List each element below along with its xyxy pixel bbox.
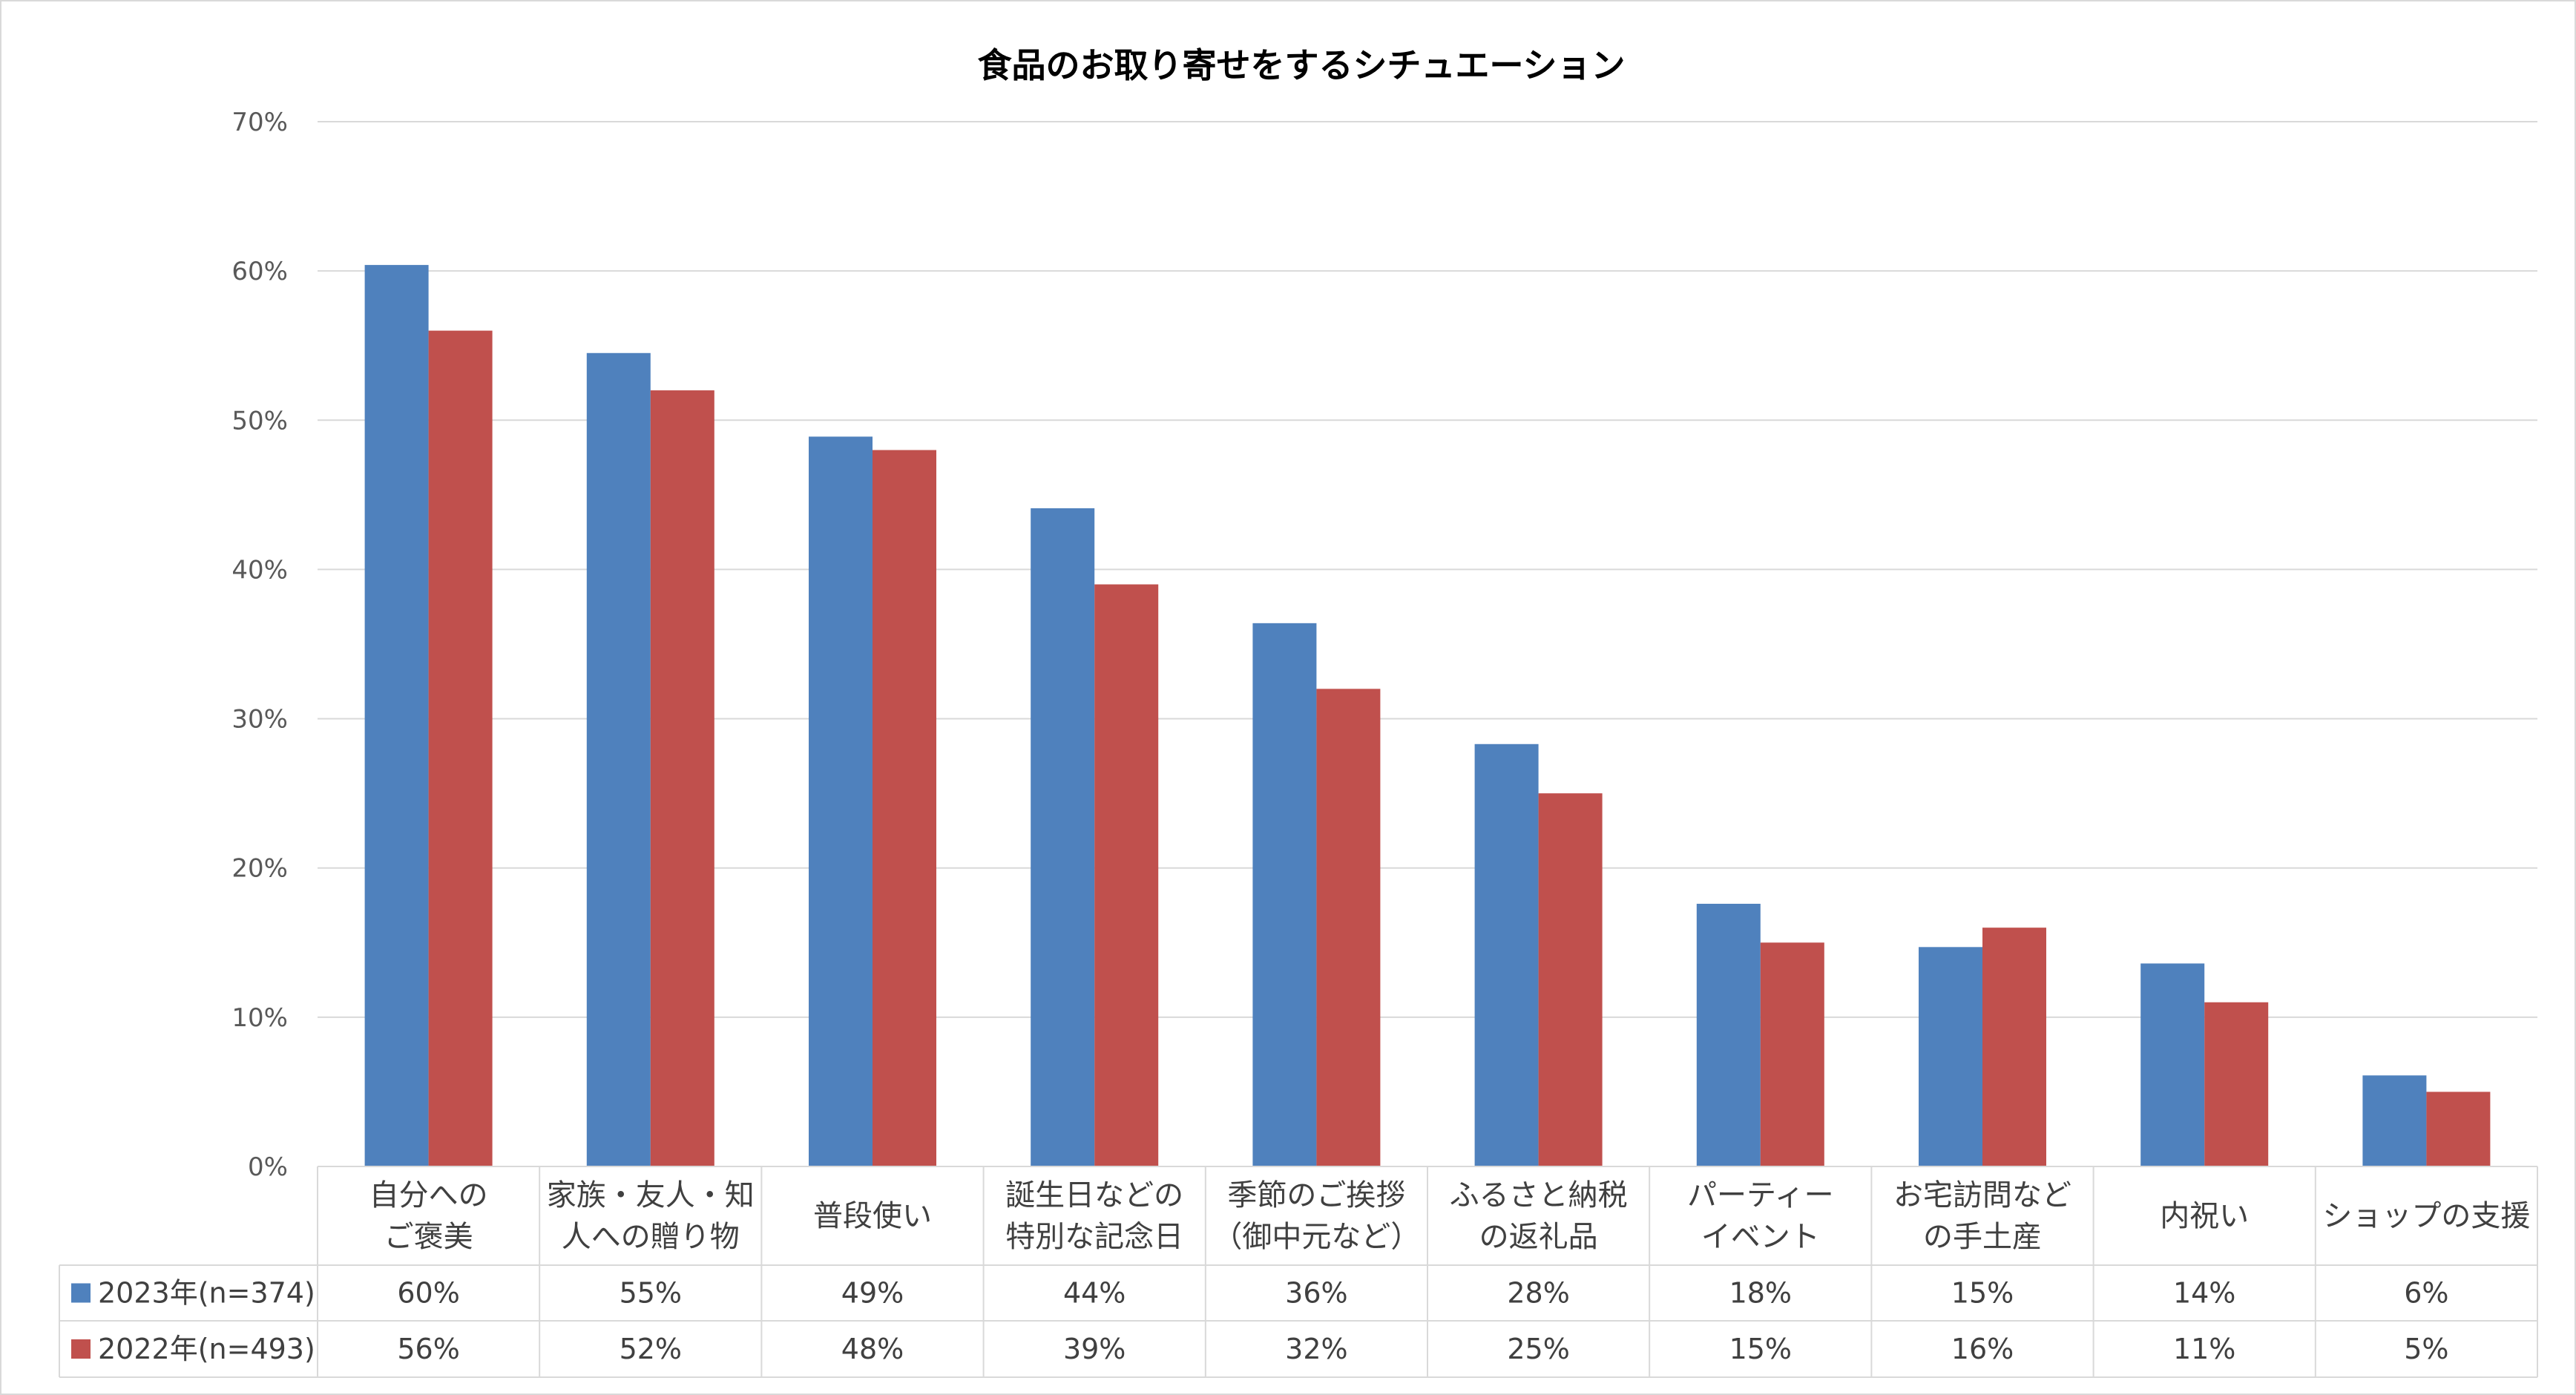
bar-series-2 [1538,793,1603,1166]
data-label: 48% [841,1333,904,1365]
bar-series-1 [1696,903,1761,1166]
data-label: 18% [1729,1277,1792,1310]
category-label-line: ご褒美 [384,1220,473,1254]
category-label: 内祝い [2160,1199,2249,1233]
category-label-line: 人への贈り物 [562,1220,740,1254]
bar-series-1 [586,352,651,1166]
category-label-line: 特別な記念日 [1005,1220,1183,1254]
y-tick-label: 60% [231,257,288,286]
bar-series-2 [1982,928,2046,1166]
data-label: 52% [620,1333,682,1365]
data-label: 39% [1063,1333,1126,1365]
y-tick-label: 20% [231,854,288,884]
category-label: ショップの支援 [2322,1199,2530,1233]
category-label-line: 家族・友人・知 [547,1178,755,1212]
bar-series-2 [2426,1092,2491,1166]
category-label-line: ショップの支援 [2322,1199,2530,1233]
legend-label: 2023年(n=374) [98,1277,315,1310]
data-label: 25% [1507,1333,1569,1365]
y-axis-ticks: 0% 10% 20% 30% 40% 50% 60% 70% [231,108,288,1182]
bar-series-1 [2140,963,2205,1166]
bar-series-2 [1316,689,1381,1166]
bar-series-1 [1919,947,1982,1166]
category-label: 誕生日などの特別な記念日 [1005,1178,1183,1254]
y-tick-label: 50% [231,406,288,436]
category-label-line: 季節のご挨拶 [1227,1178,1405,1212]
data-label: 49% [841,1277,904,1310]
bar-series-2 [873,450,936,1166]
data-label: 28% [1507,1277,1569,1310]
data-label: 44% [1063,1277,1126,1310]
data-label: 32% [1285,1333,1347,1365]
category-label: 家族・友人・知人への贈り物 [547,1178,755,1254]
y-tick-label: 30% [231,705,288,735]
y-tick-label: 40% [231,555,288,585]
legend-swatch [71,1283,91,1303]
bars [364,265,2491,1167]
data-label: 56% [397,1333,459,1365]
y-tick-label: 0% [248,1152,288,1182]
chart-title: 食品のお取り寄せをするシチュエーション [977,45,1625,85]
data-label: 60% [397,1277,459,1310]
bar-series-2 [1760,942,1824,1166]
category-label-line: パーティー [1687,1178,1834,1212]
data-label: 6% [2404,1277,2448,1310]
legend-label: 2022年(n=493) [98,1333,315,1365]
category-label-line: お宅訪問など [1893,1178,2071,1212]
y-tick-label: 70% [231,108,288,137]
bar-series-2 [428,330,493,1167]
data-label: 5% [2404,1333,2448,1365]
category-label: 自分へのご褒美 [369,1178,488,1254]
bar-series-2 [650,390,714,1166]
category-label-line: （御中元など） [1212,1220,1420,1254]
category-label: お宅訪問などの手土産 [1893,1178,2071,1254]
category-label-line: 自分への [369,1178,488,1212]
category-label-line: 内祝い [2160,1199,2249,1233]
category-label-line: 誕生日などの [1005,1178,1183,1212]
bar-series-1 [1252,623,1317,1166]
category-label-line: の手土産 [1923,1220,2042,1254]
bar-series-1 [809,436,873,1166]
data-label: 14% [2173,1277,2235,1310]
category-label-line: イベント [1701,1220,1820,1254]
data-label: 15% [1951,1277,2014,1310]
data-label: 15% [1729,1333,1792,1365]
category-label: パーティーイベント [1687,1178,1834,1254]
category-label: ふるさと納税の返礼品 [1450,1178,1628,1254]
bar-series-2 [2204,1002,2269,1166]
legend-swatch [71,1339,91,1359]
data-table: 自分へのご褒美家族・友人・知人への贈り物普段使い誕生日などの特別な記念日季節のご… [59,1166,2538,1378]
category-label-line: の返礼品 [1479,1220,1598,1254]
bar-series-1 [1031,508,1095,1166]
bar-series-2 [1094,584,1159,1166]
category-label: 普段使い [813,1199,932,1233]
data-label: 55% [620,1277,682,1310]
data-label: 16% [1951,1333,2014,1365]
data-label: 11% [2173,1333,2235,1365]
bar-series-1 [1474,744,1539,1166]
y-tick-label: 10% [231,1003,288,1033]
bar-series-1 [2362,1075,2427,1166]
category-label-line: 普段使い [813,1199,932,1233]
category-label-line: ふるさと納税 [1450,1178,1628,1212]
data-label: 36% [1285,1277,1347,1310]
bar-series-1 [364,265,429,1166]
category-label: 季節のご挨拶 （御中元など） [1212,1178,1420,1254]
